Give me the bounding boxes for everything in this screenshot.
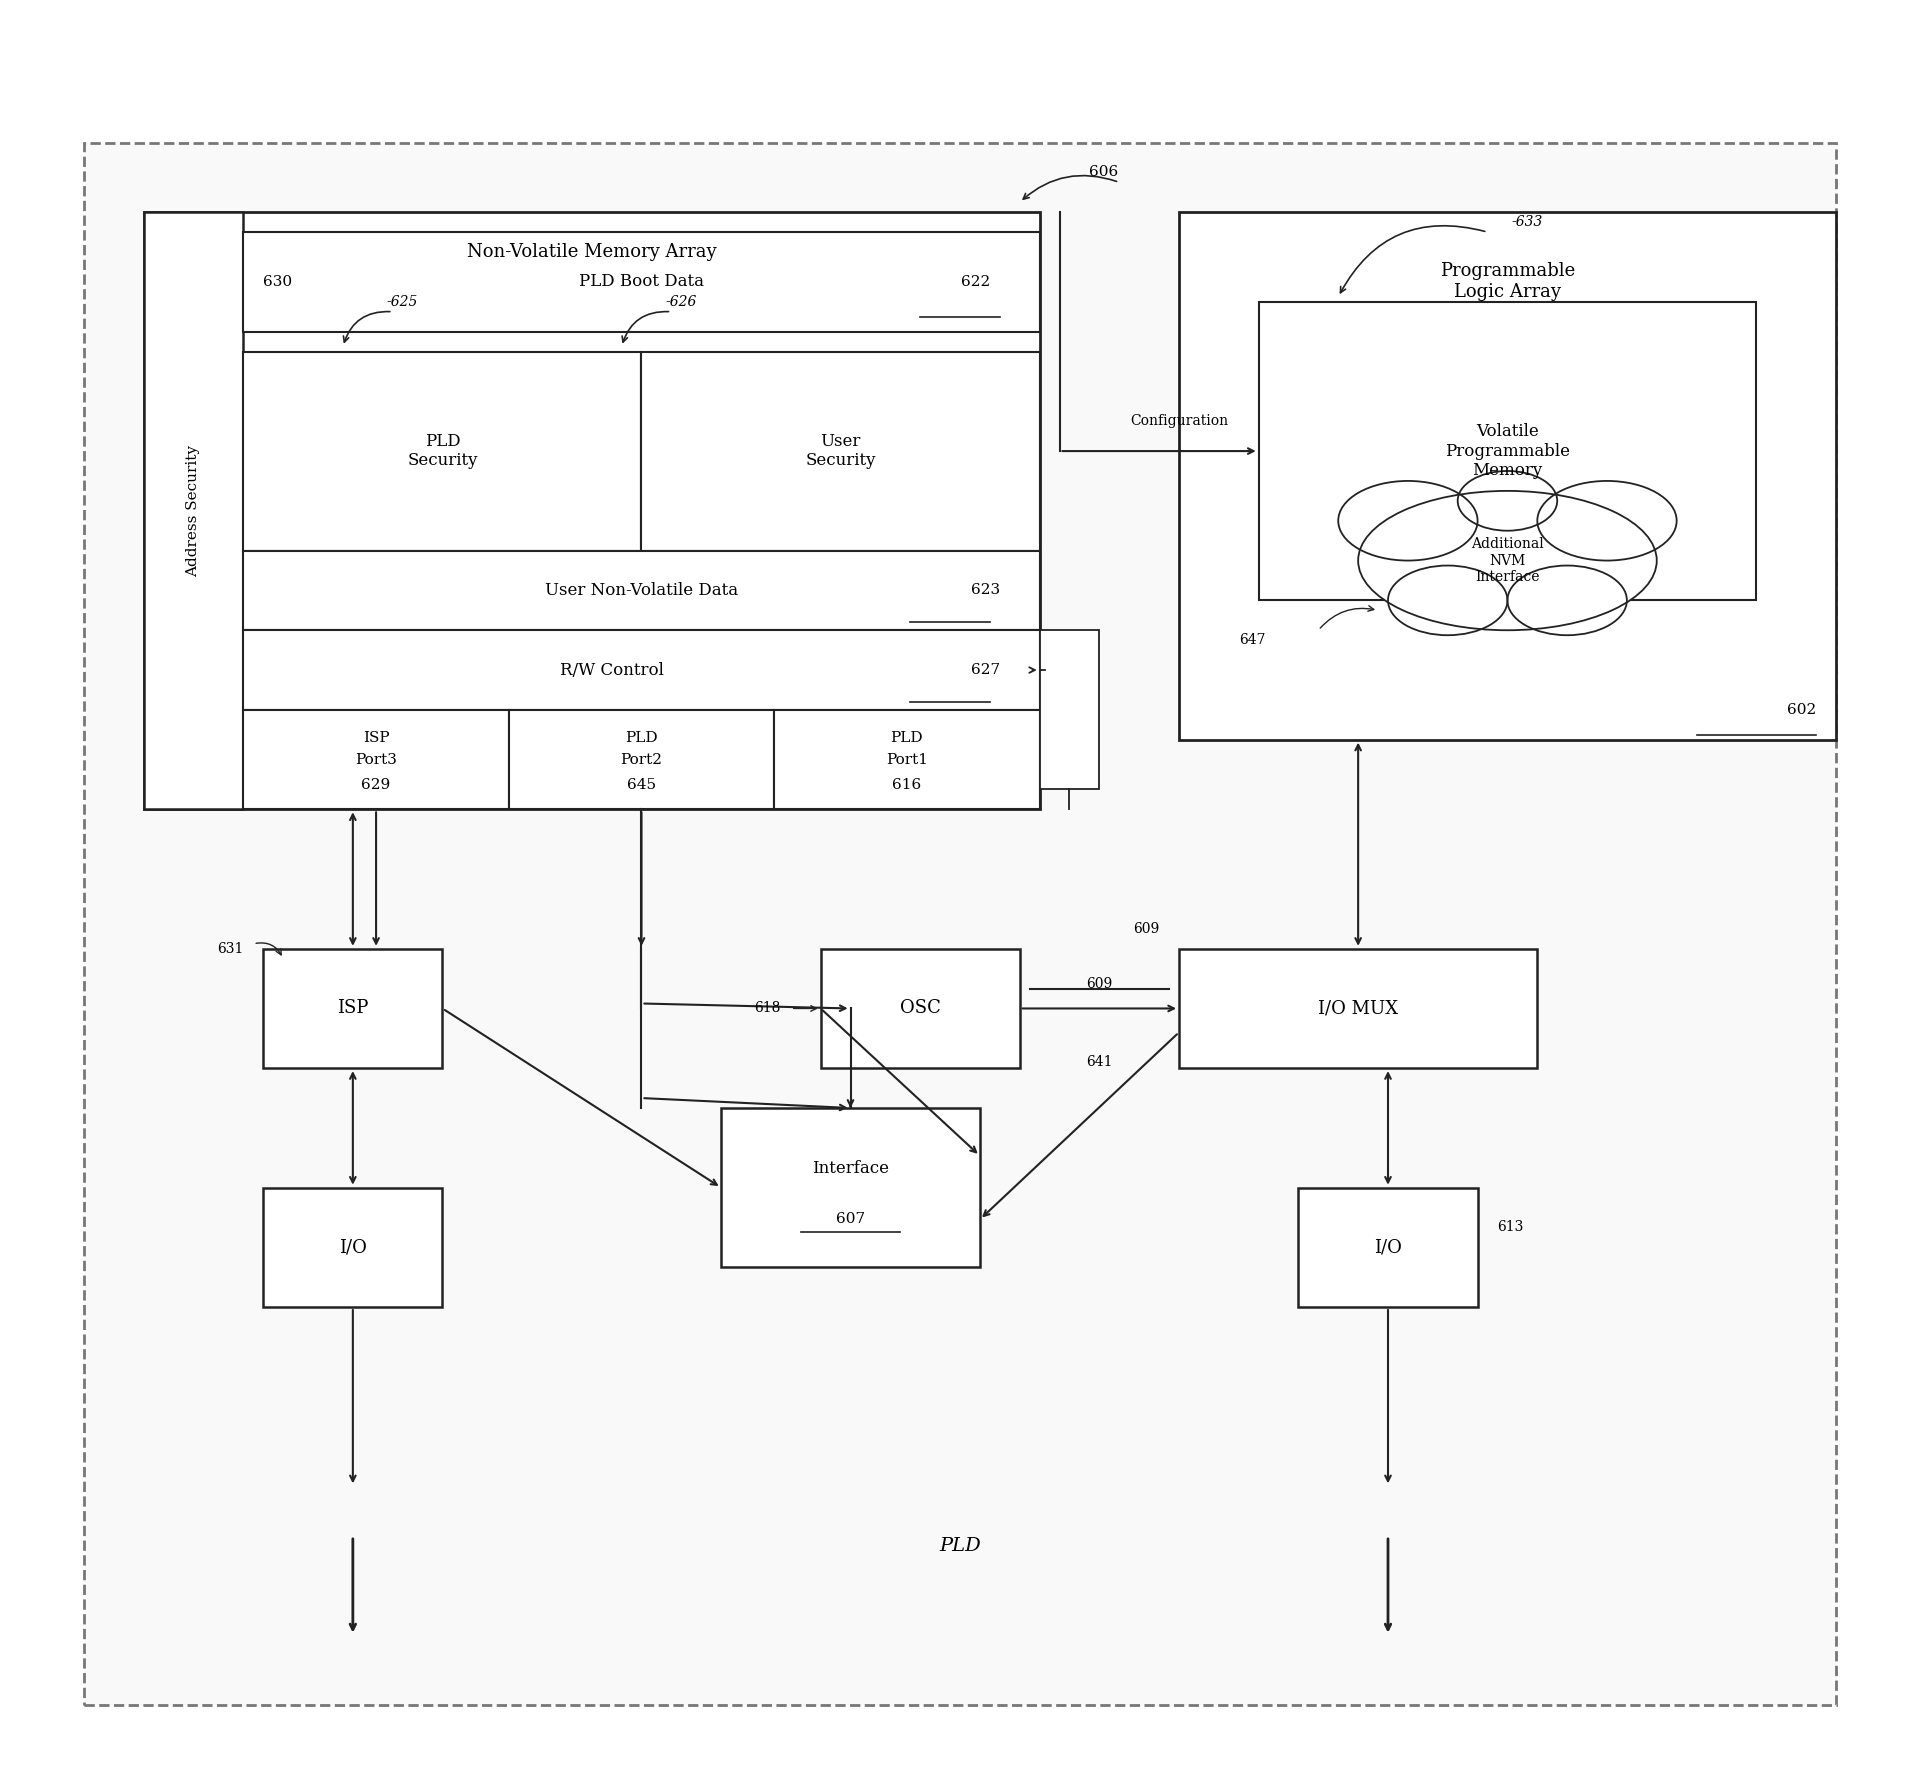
- Bar: [821, 948, 1019, 1068]
- Ellipse shape: [1458, 471, 1558, 531]
- Bar: [263, 1188, 442, 1308]
- Bar: [1179, 948, 1536, 1068]
- Text: I/O: I/O: [1375, 1238, 1402, 1256]
- Text: Volatile
Programmable
Memory: Volatile Programmable Memory: [1444, 422, 1569, 479]
- Bar: [1179, 213, 1836, 739]
- Text: PLD: PLD: [625, 730, 658, 744]
- Text: 613: 613: [1498, 1220, 1523, 1234]
- Bar: [144, 213, 1040, 809]
- Text: User Non-Volatile Data: User Non-Volatile Data: [544, 581, 738, 599]
- Text: 647: 647: [1238, 633, 1265, 648]
- Bar: [1260, 302, 1756, 601]
- Text: Additional
NVM
Interface: Additional NVM Interface: [1471, 537, 1544, 583]
- Text: 627: 627: [971, 664, 1000, 676]
- Text: 618: 618: [754, 1002, 781, 1016]
- Text: User
Security: User Security: [806, 433, 875, 469]
- Text: Port3: Port3: [356, 753, 396, 767]
- Text: 629: 629: [362, 778, 390, 791]
- Ellipse shape: [1536, 481, 1677, 560]
- Text: I/O: I/O: [338, 1238, 367, 1256]
- Text: ISP: ISP: [337, 1000, 369, 1018]
- Bar: [642, 352, 1040, 551]
- Text: I/O MUX: I/O MUX: [1317, 1000, 1398, 1018]
- Text: Non-Volatile Memory Array: Non-Volatile Memory Array: [467, 243, 717, 261]
- Text: 616: 616: [892, 778, 921, 791]
- Text: 609: 609: [1133, 921, 1160, 936]
- Bar: [244, 233, 1040, 331]
- Text: Configuration: Configuration: [1131, 415, 1229, 428]
- Bar: [721, 1107, 981, 1267]
- Text: 645: 645: [627, 778, 656, 791]
- Bar: [263, 948, 442, 1068]
- Text: R/W Control: R/W Control: [560, 662, 663, 678]
- Text: Programmable
Logic Array: Programmable Logic Array: [1440, 263, 1575, 301]
- Text: PLD: PLD: [890, 730, 923, 744]
- Text: PLD Boot Data: PLD Boot Data: [579, 274, 704, 290]
- Text: Port1: Port1: [887, 753, 929, 767]
- Text: 607: 607: [837, 1213, 865, 1227]
- Text: 623: 623: [971, 583, 1000, 598]
- Bar: [244, 710, 510, 809]
- Text: OSC: OSC: [900, 1000, 940, 1018]
- Text: 631: 631: [217, 941, 244, 955]
- Text: 630: 630: [263, 276, 292, 288]
- Text: Port2: Port2: [621, 753, 663, 767]
- Bar: [775, 710, 1040, 809]
- Bar: [85, 143, 1836, 1705]
- Text: Address Security: Address Security: [187, 445, 200, 576]
- Text: -633: -633: [1511, 215, 1542, 229]
- Bar: [244, 352, 642, 551]
- Bar: [510, 710, 775, 809]
- Text: 622: 622: [962, 276, 990, 288]
- Bar: [1298, 1188, 1477, 1308]
- Text: PLD: PLD: [938, 1537, 981, 1555]
- Bar: [244, 630, 1040, 710]
- Text: -626: -626: [665, 295, 696, 309]
- Text: ISP: ISP: [363, 730, 388, 744]
- Ellipse shape: [1338, 481, 1477, 560]
- Bar: [1040, 630, 1100, 789]
- Text: -625: -625: [387, 295, 419, 309]
- Text: 609: 609: [1086, 977, 1113, 991]
- Ellipse shape: [1508, 565, 1627, 635]
- Text: PLD
Security: PLD Security: [408, 433, 477, 469]
- Bar: [144, 213, 244, 809]
- Text: Interface: Interface: [812, 1159, 888, 1177]
- Text: 606: 606: [1090, 165, 1119, 179]
- Text: 602: 602: [1786, 703, 1815, 717]
- Ellipse shape: [1388, 565, 1508, 635]
- Text: 641: 641: [1086, 1056, 1113, 1070]
- Bar: [244, 551, 1040, 630]
- Ellipse shape: [1358, 490, 1658, 630]
